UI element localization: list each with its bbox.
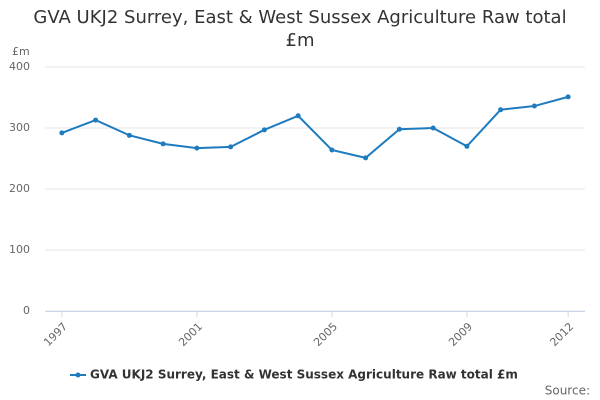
data-point bbox=[363, 155, 369, 161]
legend-label: GVA UKJ2 Surrey, East & West Sussex Agri… bbox=[90, 368, 518, 382]
data-point bbox=[93, 117, 99, 123]
data-point bbox=[531, 103, 537, 109]
legend-marker bbox=[75, 372, 81, 378]
x-tick-label: 1997 bbox=[41, 320, 70, 349]
y-tick-label: 100 bbox=[9, 243, 30, 256]
data-point bbox=[498, 107, 504, 113]
data-line bbox=[61, 95, 569, 159]
data-point bbox=[464, 143, 470, 149]
x-tick-label: 2005 bbox=[311, 320, 340, 349]
x-tick-label: 2001 bbox=[176, 320, 205, 349]
data-point bbox=[261, 127, 267, 133]
data-point bbox=[430, 125, 436, 131]
y-tick-label: 0 bbox=[23, 304, 30, 317]
source: Source: bbox=[545, 384, 590, 398]
y-tick-label: 200 bbox=[9, 182, 30, 195]
data-point bbox=[126, 132, 132, 138]
data-point bbox=[194, 145, 200, 151]
x-tick-label: 2009 bbox=[446, 320, 475, 349]
y-axis-label: £m bbox=[12, 45, 30, 58]
data-point bbox=[329, 147, 335, 153]
data-point bbox=[228, 144, 234, 150]
data-point bbox=[295, 113, 301, 119]
y-tick-label: 400 bbox=[9, 60, 30, 73]
chart-title: GVA UKJ2 Surrey, East & West Sussex Agri… bbox=[33, 7, 567, 51]
data-point bbox=[59, 130, 65, 136]
data-point bbox=[160, 141, 166, 147]
x-tick-label: 2012 bbox=[547, 320, 576, 349]
data-point bbox=[565, 94, 571, 100]
data-point bbox=[396, 126, 402, 132]
y-tick-label: 300 bbox=[9, 121, 30, 134]
